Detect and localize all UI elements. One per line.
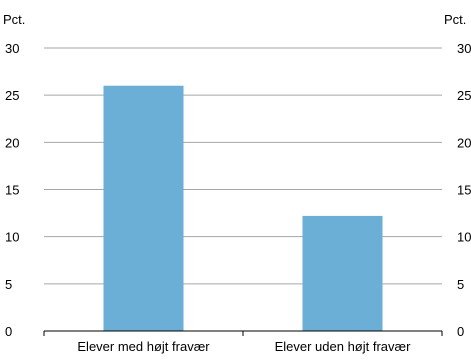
right-y-tick-label: 20 <box>457 135 471 150</box>
axes: 0 0 5 5 10 10 15 15 20 20 25 25 30 30 Elever med højt … <box>5 41 471 354</box>
right-y-tick-label: 0 <box>457 324 464 339</box>
left-y-tick-label: 25 <box>5 88 19 103</box>
right-y-tick-label: 30 <box>457 41 471 56</box>
left-y-tick-label: 10 <box>5 230 19 245</box>
bar <box>302 215 383 331</box>
right-axis-unit-label: Pct. <box>444 12 466 27</box>
left-y-tick-label: 20 <box>5 135 19 150</box>
right-y-tick-label: 15 <box>457 183 471 198</box>
right-y-tick-label: 5 <box>457 277 464 292</box>
bar <box>103 85 184 331</box>
x-category-label: Elever uden højt fravær <box>275 339 412 354</box>
left-y-tick-label: 30 <box>5 41 19 56</box>
left-y-tick-label: 0 <box>5 324 12 339</box>
left-axis-unit-label: Pct. <box>3 12 25 27</box>
right-y-tick-label: 25 <box>457 88 471 103</box>
right-y-tick-label: 10 <box>457 230 471 245</box>
x-category-label: Elever med højt fravær <box>77 339 210 354</box>
bars <box>103 85 383 331</box>
left-y-tick-label: 15 <box>5 183 19 198</box>
left-y-tick-label: 5 <box>5 277 12 292</box>
